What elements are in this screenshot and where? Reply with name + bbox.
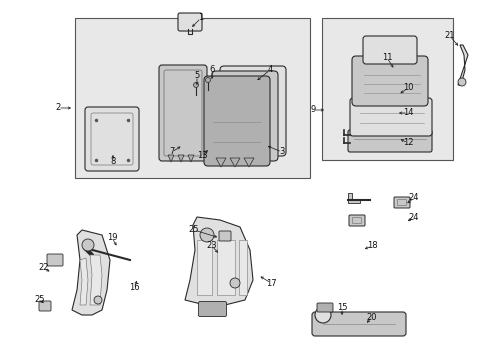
- Text: 13: 13: [196, 152, 207, 161]
- FancyBboxPatch shape: [349, 98, 431, 136]
- FancyBboxPatch shape: [39, 301, 51, 311]
- Circle shape: [200, 228, 214, 242]
- FancyBboxPatch shape: [362, 36, 416, 64]
- Text: 15: 15: [336, 303, 346, 312]
- Text: 23: 23: [206, 242, 217, 251]
- Text: 24: 24: [408, 193, 418, 202]
- FancyBboxPatch shape: [347, 130, 431, 152]
- Text: 5: 5: [194, 72, 199, 81]
- Text: 6: 6: [209, 66, 214, 75]
- Polygon shape: [217, 240, 235, 295]
- Polygon shape: [216, 158, 225, 167]
- Polygon shape: [457, 45, 467, 85]
- Text: 9: 9: [310, 105, 315, 114]
- Text: 19: 19: [106, 234, 117, 243]
- Text: 24: 24: [408, 213, 418, 222]
- FancyBboxPatch shape: [348, 215, 364, 226]
- Text: 14: 14: [402, 108, 412, 117]
- Circle shape: [193, 82, 198, 87]
- Circle shape: [229, 278, 240, 288]
- Polygon shape: [244, 158, 253, 167]
- Polygon shape: [197, 240, 212, 295]
- FancyBboxPatch shape: [316, 303, 332, 312]
- Text: 25: 25: [35, 296, 45, 305]
- Circle shape: [94, 296, 102, 304]
- FancyBboxPatch shape: [159, 65, 206, 161]
- Text: 18: 18: [366, 242, 377, 251]
- Text: 3: 3: [279, 148, 284, 157]
- Text: 1: 1: [198, 13, 203, 22]
- FancyBboxPatch shape: [311, 312, 405, 336]
- Bar: [321, 18, 452, 160]
- Text: 12: 12: [402, 139, 412, 148]
- FancyBboxPatch shape: [47, 254, 63, 266]
- Text: 11: 11: [381, 54, 391, 63]
- Text: 4: 4: [267, 66, 272, 75]
- Polygon shape: [72, 230, 110, 315]
- Polygon shape: [168, 155, 174, 162]
- Text: 8: 8: [110, 157, 116, 166]
- Polygon shape: [80, 258, 88, 305]
- Bar: [75, 18, 309, 178]
- Circle shape: [314, 307, 330, 323]
- Text: 10: 10: [402, 84, 412, 93]
- FancyBboxPatch shape: [203, 76, 269, 166]
- Polygon shape: [229, 158, 240, 167]
- Circle shape: [457, 78, 465, 86]
- FancyBboxPatch shape: [85, 107, 139, 171]
- Text: 7: 7: [169, 148, 174, 157]
- Circle shape: [205, 77, 210, 82]
- Text: 25: 25: [188, 225, 199, 234]
- FancyBboxPatch shape: [212, 71, 278, 161]
- Polygon shape: [239, 240, 246, 295]
- FancyBboxPatch shape: [351, 56, 427, 106]
- FancyBboxPatch shape: [178, 13, 202, 31]
- Circle shape: [82, 239, 94, 251]
- Polygon shape: [347, 193, 359, 203]
- Text: 22: 22: [39, 264, 49, 273]
- Polygon shape: [90, 255, 102, 305]
- Text: 2: 2: [55, 104, 61, 112]
- Polygon shape: [178, 155, 183, 162]
- Polygon shape: [187, 155, 194, 162]
- FancyBboxPatch shape: [220, 66, 285, 156]
- Text: 16: 16: [128, 284, 139, 292]
- Text: 21: 21: [444, 31, 454, 40]
- FancyBboxPatch shape: [393, 197, 409, 208]
- Text: 20: 20: [366, 312, 376, 321]
- FancyBboxPatch shape: [219, 231, 230, 241]
- Text: 17: 17: [265, 279, 276, 288]
- FancyBboxPatch shape: [198, 301, 226, 316]
- Polygon shape: [184, 217, 252, 305]
